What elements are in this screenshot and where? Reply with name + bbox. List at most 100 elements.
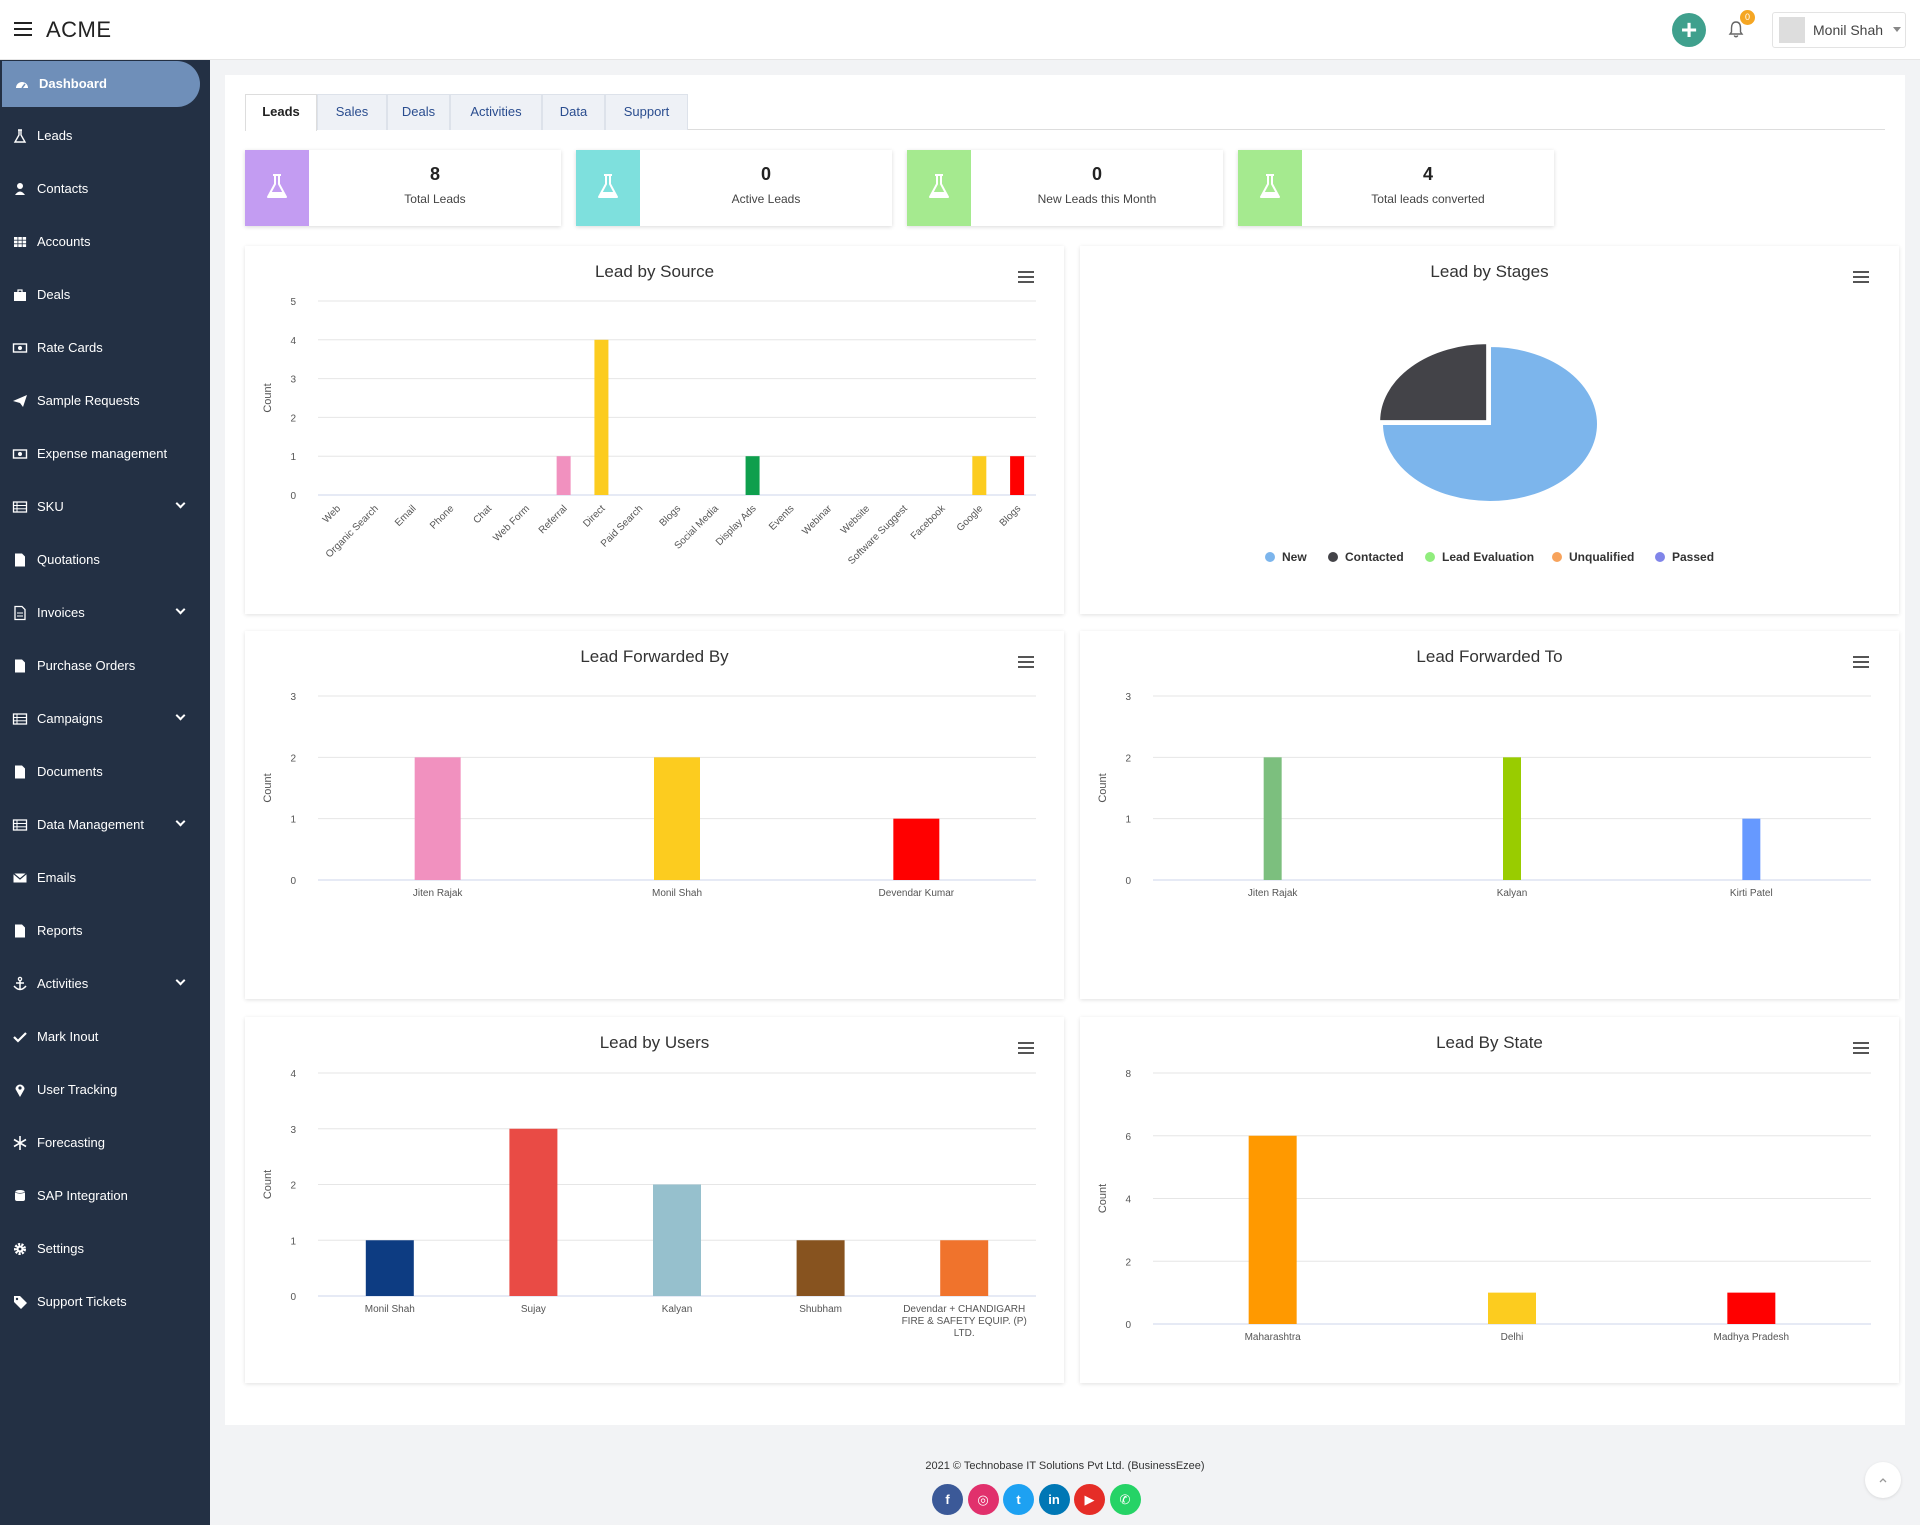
bar-google[interactable] bbox=[972, 456, 987, 495]
sidebar-item-mark-inout[interactable]: Mark Inout bbox=[0, 1016, 210, 1058]
chart-menu-icon[interactable] bbox=[1018, 271, 1034, 283]
sidebar-item-user-tracking[interactable]: User Tracking bbox=[0, 1069, 210, 1111]
x-tick-label: Phone bbox=[428, 503, 457, 532]
y-tick-label: 2 bbox=[290, 1181, 296, 1192]
dashboard-card: Leads Sales Deals Activities Data Support 8 To… bbox=[225, 75, 1905, 1425]
bar-delhi[interactable] bbox=[1488, 1292, 1536, 1324]
sidebar-item-support-tickets[interactable]: Support Tickets bbox=[0, 1281, 210, 1323]
sidebar-item-quotations[interactable]: Quotations bbox=[0, 539, 210, 581]
hamburger-menu-icon[interactable] bbox=[14, 22, 32, 36]
bar-referral[interactable] bbox=[556, 456, 571, 495]
youtube-icon[interactable]: ▶ bbox=[1074, 1484, 1105, 1515]
bar-kalyan[interactable] bbox=[1503, 757, 1521, 880]
sidebar-item-purchase-orders[interactable]: Purchase Orders bbox=[0, 645, 210, 687]
bar-devendar-chandigarh-fire-safety-equip-p-ltd[interactable] bbox=[940, 1240, 989, 1296]
user-menu[interactable]: Monil Shah bbox=[1772, 12, 1906, 48]
sidebar-item-sample-requests[interactable]: Sample Requests bbox=[0, 380, 210, 422]
tab-activities[interactable]: Activities bbox=[450, 94, 542, 130]
bar-monil-shah[interactable] bbox=[365, 1240, 414, 1296]
twitter-icon[interactable]: t bbox=[1003, 1484, 1034, 1515]
x-tick-label: Website bbox=[839, 503, 873, 537]
pie-slice-contacted[interactable] bbox=[1378, 342, 1489, 423]
chart-menu-icon[interactable] bbox=[1853, 1042, 1869, 1054]
stat-icon-box bbox=[1238, 150, 1302, 226]
bell-icon[interactable] bbox=[1725, 18, 1747, 40]
bar-display-ads[interactable] bbox=[745, 456, 760, 495]
bar-devendar-kumar[interactable] bbox=[893, 818, 940, 880]
sidebar-item-expense-management[interactable]: Expense management bbox=[0, 433, 210, 475]
sidebar-item-forecasting[interactable]: Forecasting bbox=[0, 1122, 210, 1164]
sidebar-item-contacts[interactable]: Contacts bbox=[0, 168, 210, 210]
pie-slice-new[interactable] bbox=[1380, 344, 1599, 503]
sidebar-item-invoices[interactable]: Invoices bbox=[0, 592, 210, 634]
list-icon bbox=[12, 713, 28, 725]
x-tick-label: Delhi bbox=[1501, 1332, 1524, 1343]
linkedin-icon[interactable]: in bbox=[1038, 1484, 1070, 1515]
sidebar-item-label: Accounts bbox=[37, 234, 91, 249]
chart-menu-icon[interactable] bbox=[1853, 271, 1869, 283]
legend-item-passed[interactable]: Passed bbox=[1672, 550, 1714, 564]
legend-item-unqualified[interactable]: Unqualified bbox=[1569, 550, 1634, 564]
bar-kirti-patel[interactable] bbox=[1742, 818, 1761, 880]
x-tick-label: Monil Shah bbox=[365, 1304, 415, 1315]
sidebar-item-documents[interactable]: Documents bbox=[0, 751, 210, 793]
sidebar-item-dashboard[interactable]: Dashboard bbox=[2, 61, 200, 107]
sidebar-item-leads[interactable]: Leads bbox=[0, 115, 210, 157]
bar-blogs[interactable] bbox=[1010, 456, 1025, 495]
bar-jiten-rajak[interactable] bbox=[414, 757, 461, 880]
tab-deals[interactable]: Deals bbox=[387, 94, 450, 130]
x-tick-label: Maharashtra bbox=[1245, 1332, 1302, 1343]
bar-kalyan[interactable] bbox=[653, 1184, 701, 1297]
chart-menu-icon[interactable] bbox=[1018, 656, 1034, 668]
x-tick-label: Devendar + CHANDIGARH FIRE & SAFETY EQUIP… bbox=[902, 1304, 1027, 1339]
sidebar-item-label: Emails bbox=[37, 870, 77, 885]
bar-shubham[interactable] bbox=[796, 1240, 845, 1296]
x-tick-label: Chat bbox=[471, 503, 494, 526]
legend-item-lead-evaluation[interactable]: Lead Evaluation bbox=[1442, 550, 1534, 564]
whatsapp-icon[interactable]: ✆ bbox=[1109, 1484, 1141, 1515]
scroll-to-top-button[interactable] bbox=[1865, 1462, 1901, 1498]
bar-maharashtra[interactable] bbox=[1248, 1135, 1297, 1324]
sidebar-item-sku[interactable]: SKU bbox=[0, 486, 210, 528]
sidebar-item-rate-cards[interactable]: Rate Cards bbox=[0, 327, 210, 369]
chevron-down-icon bbox=[175, 604, 186, 615]
sidebar-item-settings[interactable]: Settings bbox=[0, 1228, 210, 1270]
sidebar-item-sap-integration[interactable]: SAP Integration bbox=[0, 1175, 210, 1217]
chart-panel-lead-by-state: 0 2 4 6 8 Count Maharashtra Delhi Madhya Pradesh… bbox=[1080, 1017, 1899, 1383]
stat-value: 0 bbox=[760, 164, 771, 184]
bar-monil-shah[interactable] bbox=[654, 757, 700, 880]
tab-sales[interactable]: Sales bbox=[317, 94, 387, 130]
chart-title: Lead Forwarded To bbox=[1416, 647, 1563, 666]
facebook-icon[interactable]: f bbox=[932, 1484, 963, 1515]
sidebar-item-data-management[interactable]: Data Management bbox=[0, 804, 210, 846]
sidebar-item-label: Support Tickets bbox=[37, 1294, 127, 1309]
y-tick-label: 3 bbox=[290, 692, 296, 703]
add-button[interactable]: + bbox=[1672, 13, 1706, 47]
bar-jiten-rajak[interactable] bbox=[1263, 757, 1282, 880]
tab-bar: Leads Sales Deals Activities Data Support bbox=[245, 94, 1885, 131]
bar-sujay[interactable] bbox=[509, 1128, 558, 1296]
chart-menu-icon[interactable] bbox=[1853, 656, 1869, 668]
sidebar-item-label: Data Management bbox=[37, 817, 144, 832]
bar-direct[interactable] bbox=[594, 339, 609, 495]
sidebar-item-deals[interactable]: Deals bbox=[0, 274, 210, 316]
tab-leads[interactable]: Leads bbox=[245, 94, 317, 131]
legend-item-new[interactable]: New bbox=[1282, 550, 1307, 564]
user-icon bbox=[15, 183, 25, 195]
sidebar-item-activities[interactable]: Activities bbox=[0, 963, 210, 1005]
chevron-up-icon bbox=[1879, 1478, 1887, 1483]
sidebar-item-emails[interactable]: Emails bbox=[0, 857, 210, 899]
y-tick-label: 2 bbox=[1125, 753, 1131, 764]
sidebar-item-campaigns[interactable]: Campaigns bbox=[0, 698, 210, 740]
chart-menu-icon[interactable] bbox=[1018, 1042, 1034, 1054]
instagram-icon[interactable]: ◎ bbox=[967, 1484, 999, 1515]
legend-item-contacted[interactable]: Contacted bbox=[1345, 550, 1404, 564]
sidebar-item-accounts[interactable]: Accounts bbox=[0, 221, 210, 263]
x-tick-label: Blogs bbox=[998, 503, 1023, 528]
sidebar-item-reports[interactable]: Reports bbox=[0, 910, 210, 952]
check-icon bbox=[13, 1032, 27, 1043]
tab-support[interactable]: Support bbox=[605, 94, 688, 130]
sidebar-item-label: Forecasting bbox=[37, 1135, 105, 1150]
bar-madhya-pradesh[interactable] bbox=[1727, 1292, 1776, 1324]
tab-data[interactable]: Data bbox=[542, 94, 605, 130]
